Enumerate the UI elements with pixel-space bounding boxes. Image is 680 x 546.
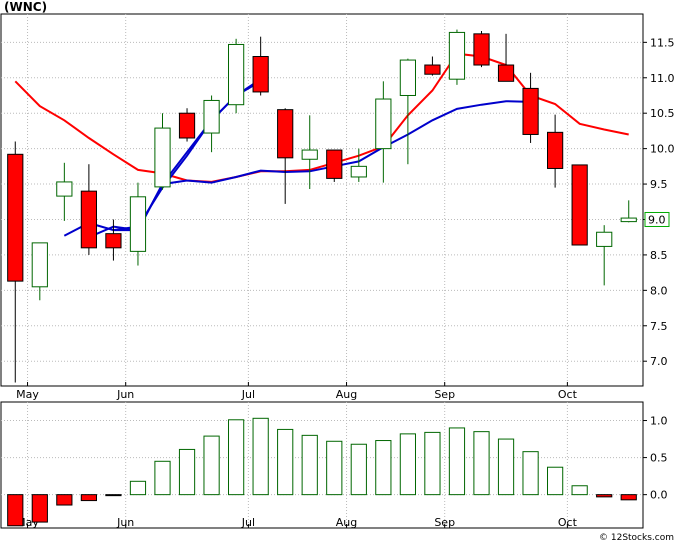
macd-bar-negative xyxy=(80,494,97,502)
candle-down xyxy=(571,164,588,246)
macd-bar-positive xyxy=(448,427,466,496)
price-tick-label: 11.5 xyxy=(650,36,675,49)
candle-up xyxy=(203,99,220,134)
price-tick-label: 9.0 xyxy=(650,213,668,226)
macd-month-label: Oct xyxy=(558,516,578,529)
macd-bar-positive xyxy=(375,440,392,496)
price-tick-label: 10.0 xyxy=(650,143,675,156)
ma-line xyxy=(14,52,629,183)
macd-month-label: Sep xyxy=(434,516,455,529)
macd-tick-label: 1.0 xyxy=(650,415,668,428)
candle-down xyxy=(252,56,269,93)
price-tick-label: 8.0 xyxy=(650,284,668,297)
macd-tick-label: 0.5 xyxy=(650,452,668,465)
price-month-label: Jul xyxy=(241,388,255,401)
macd-bar-positive xyxy=(571,485,588,496)
macd-bar-positive xyxy=(252,417,269,496)
macd-bar-positive xyxy=(326,440,343,496)
price-tick-label: 10.5 xyxy=(650,107,675,120)
price-tick-label: 8.5 xyxy=(650,249,668,262)
candle-up xyxy=(31,242,48,288)
macd-bar-negative xyxy=(56,494,73,506)
macd-bar-positive xyxy=(350,443,367,496)
macd-bar-positive xyxy=(154,460,171,496)
price-plot-frame xyxy=(0,13,644,387)
macd-month-label: Jul xyxy=(241,516,255,529)
last-price-box xyxy=(644,211,670,227)
macd-bar-positive xyxy=(399,433,416,496)
candle-down xyxy=(424,64,441,75)
last-price-label: 9.0 xyxy=(648,213,666,226)
macd-panel: 0.0 0.5 1.0 May Jun Jul Aug Sep Oct xyxy=(0,401,668,529)
macd-bar-positive xyxy=(178,448,196,496)
candle-up xyxy=(228,43,245,106)
macd-bar-positive xyxy=(522,451,539,496)
ma-line xyxy=(88,80,262,239)
candle-up xyxy=(301,149,318,160)
price-tick-label: 11.0 xyxy=(650,72,675,85)
candle-up xyxy=(56,181,73,197)
legend-macd: MACD(26,12,9) xyxy=(6,402,82,413)
macd-bar-positive xyxy=(547,466,564,496)
watermark: © 12Stocks.com xyxy=(599,533,674,543)
price-month-label: Sep xyxy=(434,388,455,401)
macd-bar-positive xyxy=(497,438,515,496)
legend-ma13: MA(13) 10.20 xyxy=(39,15,108,26)
macd-bar-positive xyxy=(129,480,147,496)
ma-line xyxy=(113,100,531,232)
macd-plot-frame xyxy=(0,401,644,529)
macd-bar-positive xyxy=(301,434,318,496)
macd-bar-positive xyxy=(473,431,490,496)
price-month-label: May xyxy=(16,388,39,401)
price-tick-label: 7.0 xyxy=(650,355,668,368)
candle-down xyxy=(522,87,539,135)
candle-up xyxy=(620,217,637,223)
legend-macd-value: MACD:-0.07 xyxy=(93,402,153,413)
candle-up xyxy=(596,231,613,247)
legend-ma3: MA(3) 8.84 xyxy=(116,15,172,26)
candle-down xyxy=(80,190,97,249)
macd-tick-label: 0.0 xyxy=(650,489,668,502)
macd-month-label: Aug xyxy=(336,516,357,529)
candle-up xyxy=(154,127,171,188)
macd-bar-positive xyxy=(228,419,245,496)
macd-month-label: Jun xyxy=(116,516,134,529)
legend-wnc: WNC xyxy=(6,15,31,26)
price-month-label: Oct xyxy=(558,388,578,401)
price-tick-label: 9.5 xyxy=(650,178,668,191)
symbol-label: (WNC) xyxy=(4,0,48,14)
macd-bar-positive xyxy=(424,431,441,496)
candle-down xyxy=(7,153,24,282)
price-tick-label: 7.5 xyxy=(650,320,668,333)
candle-up xyxy=(448,31,466,80)
candle-up xyxy=(350,165,367,178)
price-panel: 7.0 7.5 8.0 8.5 9.0 9.5 10.0 10.5 11.0 11.5 May Jun… xyxy=(0,13,675,401)
candle-down xyxy=(326,149,343,179)
candle-up xyxy=(399,59,416,96)
macd-bar-negative xyxy=(31,494,48,523)
macd-bar-positive xyxy=(277,428,294,496)
candle-up xyxy=(129,196,147,252)
macd-bar-positive xyxy=(203,435,220,496)
macd-legend: MACD(26,12,9) MACD:-0.07 xyxy=(6,402,152,413)
candle-up xyxy=(375,98,392,150)
macd-month-label: May xyxy=(16,516,39,529)
macd-bar-negative xyxy=(105,494,122,497)
candle-down xyxy=(105,233,122,249)
price-month-label: Aug xyxy=(336,388,357,401)
macd-bar-negative xyxy=(620,494,637,501)
candle-down xyxy=(178,112,196,139)
macd-bar-negative xyxy=(7,494,24,527)
ma-line xyxy=(63,78,262,237)
macd-bar-negative xyxy=(596,494,613,498)
price-month-label: Jun xyxy=(116,388,134,401)
price-legend: WNC MA(13) 10.20 MA(3) 8.84 xyxy=(6,15,172,26)
candle-down xyxy=(497,64,515,82)
candle-down xyxy=(547,131,564,169)
candle-down xyxy=(277,109,294,159)
candle-down xyxy=(473,33,490,66)
